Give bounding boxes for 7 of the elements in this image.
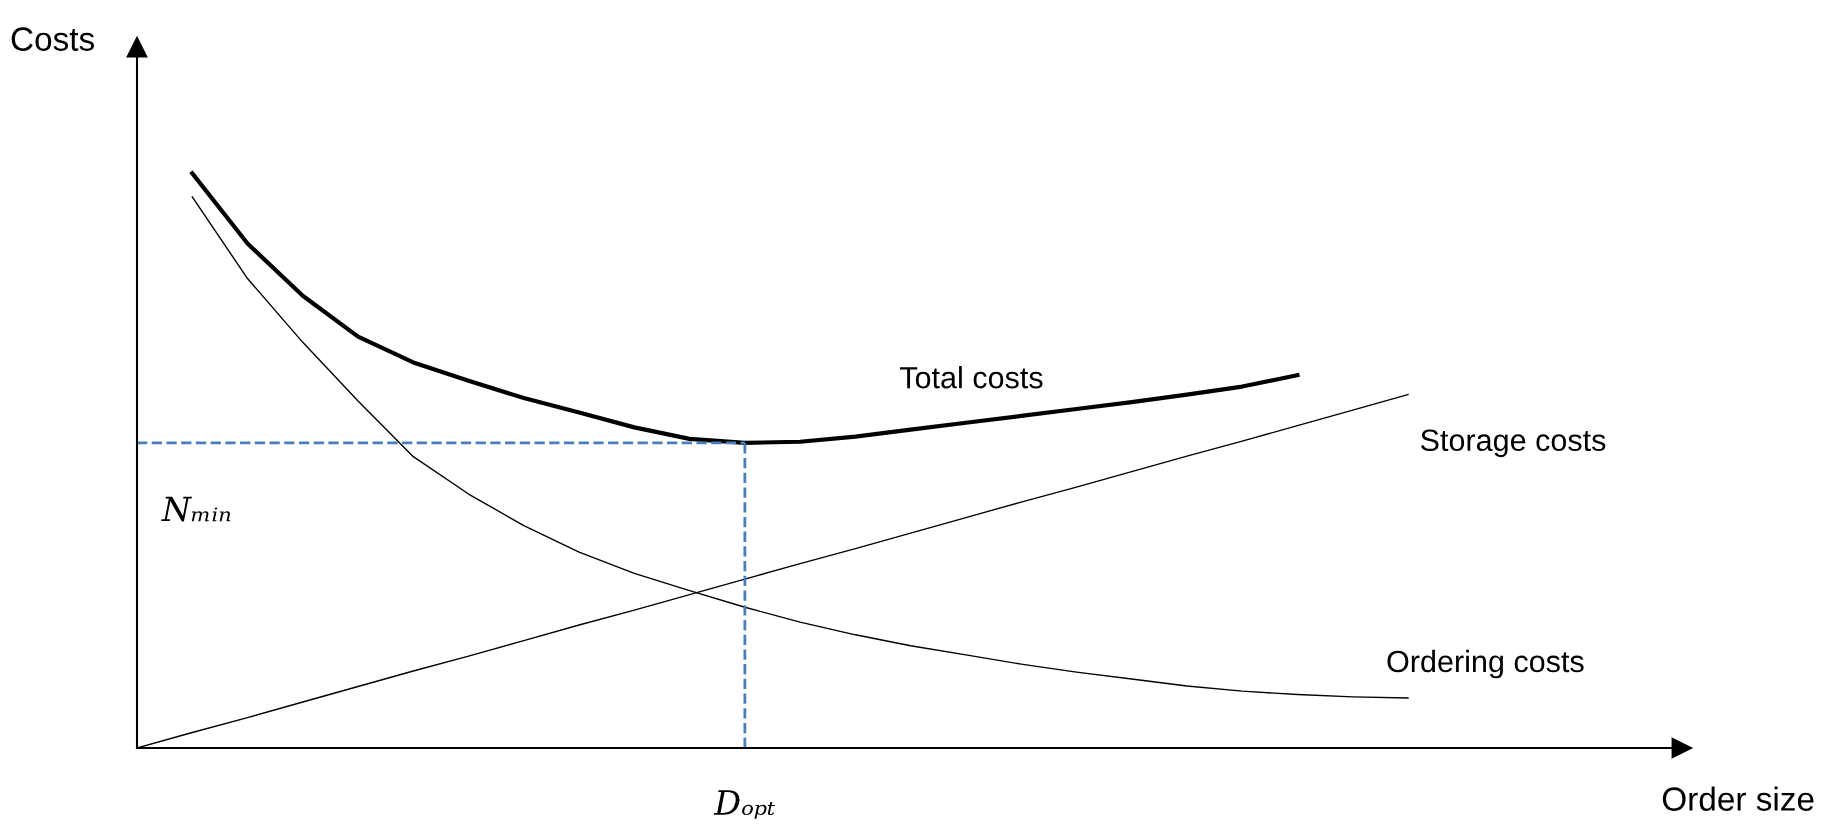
- series-label: Ordering costs: [1387, 649, 1584, 679]
- series-label: Storage costs: [1420, 429, 1606, 458]
- series-label: Total costs: [899, 366, 1043, 389]
- y-axis-title: Costs: [11, 27, 94, 51]
- text: Order size: [1662, 786, 1814, 811]
- ref-line-label: Nₘᵢₙ: [161, 496, 231, 522]
- text: Dₒₚₜ: [713, 790, 776, 819]
